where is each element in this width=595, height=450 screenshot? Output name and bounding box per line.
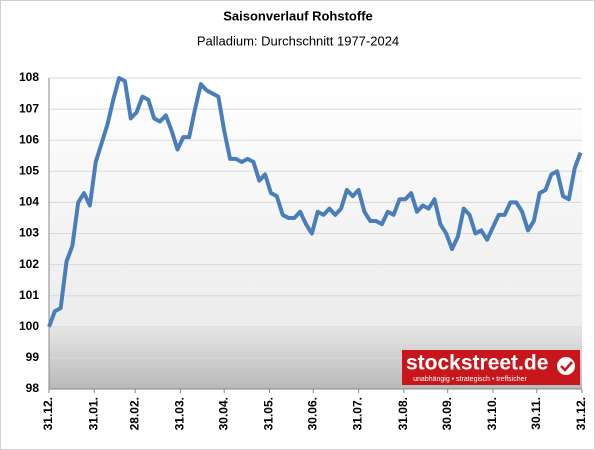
y-tick-label: 102 [19,257,39,271]
x-tick-label: 31.12. [41,397,55,430]
y-tick-label: 100 [19,319,39,333]
logo-icon [557,357,575,375]
x-tick-label: 30.06. [305,397,319,430]
logo-text: stockstreet.de [406,352,548,375]
y-tick-label: 101 [19,288,39,302]
y-tick-label: 98 [26,381,40,395]
x-tick-label: 31.03. [173,397,187,430]
x-tick-label: 30.11. [529,397,543,430]
y-tick-label: 108 [19,70,39,84]
y-tick-label: 106 [19,132,39,146]
x-tick-label: 31.01. [86,397,100,430]
x-tick-label: 31.10. [485,397,499,430]
x-tick-label: 31.08. [396,397,410,430]
logo: stockstreet.de unabhängig • strategisch … [402,350,580,385]
chart-title: Saisonverlauf Rohstoffe [223,8,373,23]
data-line [47,76,583,328]
y-tick-label: 104 [19,195,39,209]
logo-tagline: unabhängig • strategisch • treffsicher [413,376,527,383]
x-tick-label: 31.12. [574,397,588,430]
y-tick-label: 99 [26,350,40,364]
y-tick-label: 107 [19,101,39,115]
x-tick-label: 28.02. [127,397,141,430]
chart-subtitle: Palladium: Durchschnitt 1977-2024 [197,33,399,48]
x-tick-label: 30.09. [440,397,454,430]
x-tick-label: 31.07. [351,397,365,430]
y-tick-label: 103 [19,226,39,240]
logo-check [560,361,573,372]
x-tick-label: 31.05. [262,397,276,430]
logo-box [402,350,580,385]
x-tick-label: 30.04. [216,397,230,430]
y-tick-label: 105 [19,163,39,177]
